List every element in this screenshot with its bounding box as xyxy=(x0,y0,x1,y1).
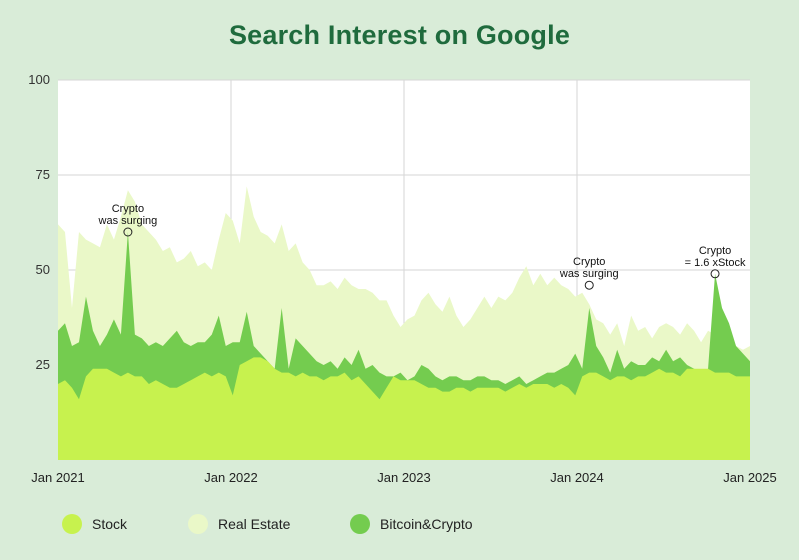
y-tick-label: 75 xyxy=(36,167,50,182)
x-tick-label: Jan 2025 xyxy=(723,470,777,485)
series-layer xyxy=(58,186,750,460)
area-series-stock xyxy=(58,357,750,460)
x-tick-label: Jan 2023 xyxy=(377,470,431,485)
x-tick-label: Jan 2022 xyxy=(204,470,258,485)
annotation-text: was surging xyxy=(98,215,158,227)
chart-title: Search Interest on Google xyxy=(228,20,571,50)
y-tick-label: 100 xyxy=(28,72,50,87)
annotation-text: Crypto xyxy=(573,256,605,268)
x-tick-label: Jan 2024 xyxy=(550,470,604,485)
annotation-marker xyxy=(123,227,133,237)
annotation-text: was surging xyxy=(559,268,619,280)
axis-labels: 25 50 75 100 Jan 2021 Jan 2022 Jan 2023 Jan 202… xyxy=(28,72,776,485)
annotation-text: = 1.6 xStock xyxy=(685,257,746,269)
annotation-marker xyxy=(710,269,720,279)
y-tick-label: 25 xyxy=(36,357,50,372)
y-tick-label: 50 xyxy=(36,262,50,277)
annotation-text: Crypto xyxy=(112,203,144,215)
annotation-text: Crypto xyxy=(699,245,731,257)
annotation-marker xyxy=(584,280,594,290)
x-tick-label: Jan 2021 xyxy=(31,470,85,485)
